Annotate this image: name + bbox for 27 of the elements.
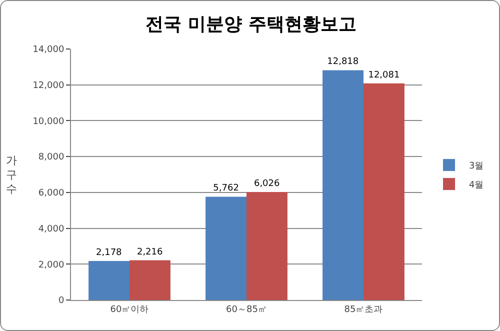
y-tick-label: 8,000 bbox=[38, 152, 64, 163]
y-tick-label: 6,000 bbox=[38, 188, 64, 199]
legend-label: 3월 bbox=[469, 162, 484, 172]
data-label: 2,216 bbox=[136, 247, 163, 258]
data-label: 12,081 bbox=[368, 70, 400, 80]
bar bbox=[130, 260, 170, 300]
y-axis-title: 가구수 bbox=[6, 154, 17, 196]
data-label: 2,178 bbox=[96, 248, 122, 258]
x-tick-label: 85㎡초과 bbox=[344, 304, 383, 315]
data-label: 6,026 bbox=[254, 178, 280, 189]
bar bbox=[246, 192, 288, 300]
y-tick-label: 10,000 bbox=[32, 116, 64, 127]
x-tick-label: 60～85㎡ bbox=[226, 304, 267, 315]
y-tick-label: 14,000 bbox=[32, 45, 64, 56]
data-label: 5,762 bbox=[213, 184, 239, 194]
y-tick-label: 4,000 bbox=[38, 224, 64, 234]
bar bbox=[364, 83, 404, 300]
y-tick-label: 2,000 bbox=[38, 260, 64, 270]
x-tick-label: 60㎡이하 bbox=[110, 304, 149, 315]
data-label: 12,818 bbox=[327, 57, 359, 68]
y-tick-label: 12,000 bbox=[32, 81, 64, 92]
y-tick-label: 0 bbox=[58, 296, 64, 306]
bar bbox=[206, 196, 246, 300]
bar bbox=[322, 70, 364, 300]
legend-label: 4월 bbox=[469, 180, 484, 191]
chart-title: 전국 미분양 주택현황보고 bbox=[146, 14, 356, 36]
bar bbox=[88, 260, 130, 300]
